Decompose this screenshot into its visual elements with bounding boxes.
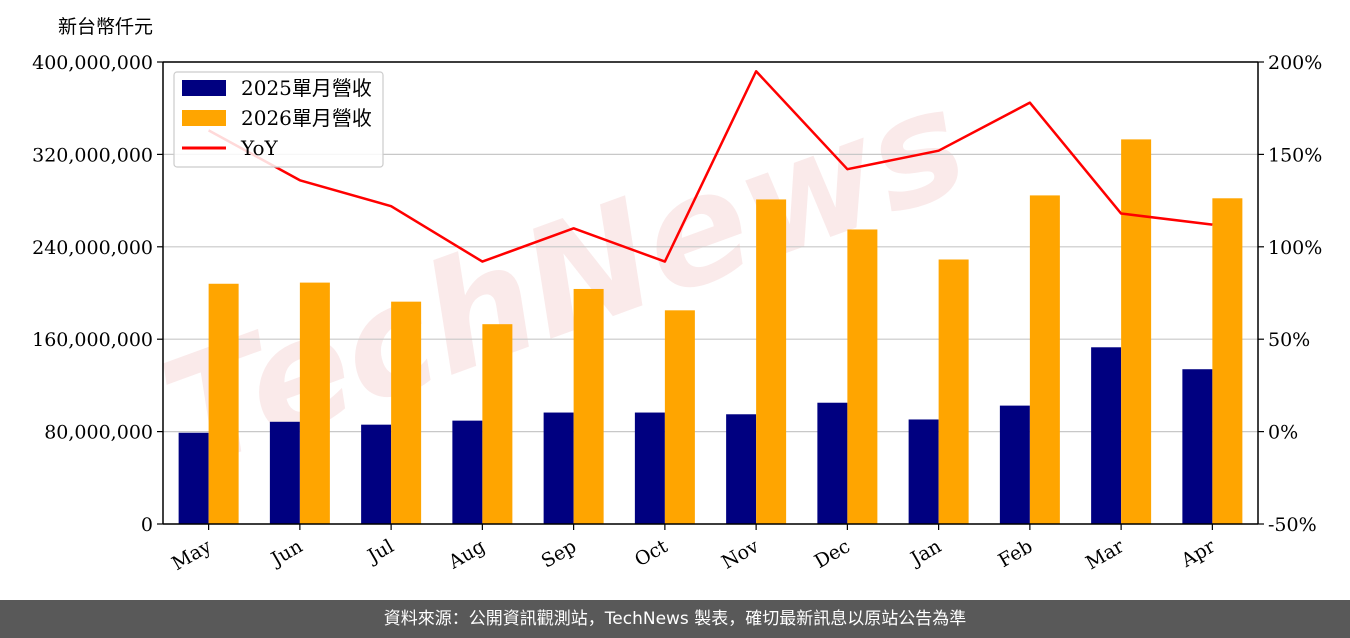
bar-current-year [391, 301, 422, 524]
x-tick-label: Jan [905, 535, 945, 571]
bar-current-year [1121, 139, 1152, 524]
yoy-line [208, 69, 1213, 263]
x-tick-label: Aug [444, 535, 489, 574]
x-tick-label: Dec [811, 535, 854, 573]
x-tick-label: Jun [266, 535, 307, 571]
x-tick-label: Sep [538, 535, 581, 572]
x-tick-label: Mar [1082, 535, 1128, 574]
legend-label-0: 2025單月營收 [241, 76, 372, 100]
bar-current-year [664, 310, 695, 524]
bar-current-year [847, 229, 878, 524]
bar-current-year [573, 288, 604, 524]
legend-box [173, 71, 384, 168]
bar-current-year [1029, 195, 1060, 524]
left-tick-label: 0 [141, 514, 153, 536]
bar-current-year [756, 199, 787, 524]
bar-prior-year [1182, 369, 1213, 524]
left-tick-label: 80,000,000 [44, 422, 153, 444]
bar-prior-year [999, 405, 1030, 524]
left-tick-label: 320,000,000 [32, 144, 153, 166]
revenue-chart: TechNews 080,000,000160,000,000240,000,0… [32, 16, 1322, 575]
bar-prior-year [361, 424, 392, 524]
right-tick-label: 200% [1268, 52, 1322, 74]
footer-text: 資料來源：公開資訊觀測站，TechNews 製表，確切最新訊息以原站公告為準 [383, 609, 967, 629]
right-tick-label: 0% [1268, 422, 1298, 444]
x-tick-label: May [168, 535, 215, 575]
bar-current-year [208, 283, 239, 524]
yoy-line-layer [208, 69, 1213, 263]
bar-current-year [1212, 198, 1243, 525]
legend-label-2: YoY [240, 136, 279, 160]
bar-current-year [299, 282, 330, 524]
bar-current-year [482, 324, 513, 524]
bar-prior-year [817, 402, 848, 524]
right-tick-label: 100% [1268, 237, 1322, 259]
bars-layer [178, 139, 1243, 525]
bar-prior-year [634, 412, 665, 524]
x-tick-label: Feb [995, 535, 1037, 572]
legend-swatch-0 [182, 80, 226, 96]
bar-prior-year [269, 421, 300, 524]
x-tick-label: Jul [362, 535, 397, 568]
right-tick-label: 50% [1268, 329, 1310, 351]
legend: 2025單月營收 2026單月營收 YoY [173, 71, 384, 168]
unit-label: 新台幣仟元 [58, 16, 153, 38]
left-tick-label: 240,000,000 [32, 237, 153, 259]
bar-prior-year [726, 414, 757, 524]
bar-prior-year [1091, 347, 1122, 524]
x-tick-label: Apr [1177, 535, 1220, 572]
bar-current-year [938, 259, 969, 524]
left-tick-label: 160,000,000 [32, 329, 153, 351]
x-tick-label: Oct [631, 535, 672, 571]
right-tick-label: 150% [1268, 144, 1322, 166]
bar-prior-year [543, 412, 574, 524]
source-footer: 資料來源：公開資訊觀測站，TechNews 製表，確切最新訊息以原站公告為準 [0, 600, 1350, 638]
x-tick-label: Nov [718, 535, 763, 574]
legend-swatch-1 [182, 110, 226, 126]
bar-prior-year [178, 432, 209, 524]
left-tick-label: 400,000,000 [32, 52, 153, 74]
legend-label-1: 2026單月營收 [241, 106, 372, 130]
bar-prior-year [908, 419, 939, 524]
right-tick-label: -50% [1268, 514, 1317, 536]
bar-prior-year [452, 420, 483, 524]
